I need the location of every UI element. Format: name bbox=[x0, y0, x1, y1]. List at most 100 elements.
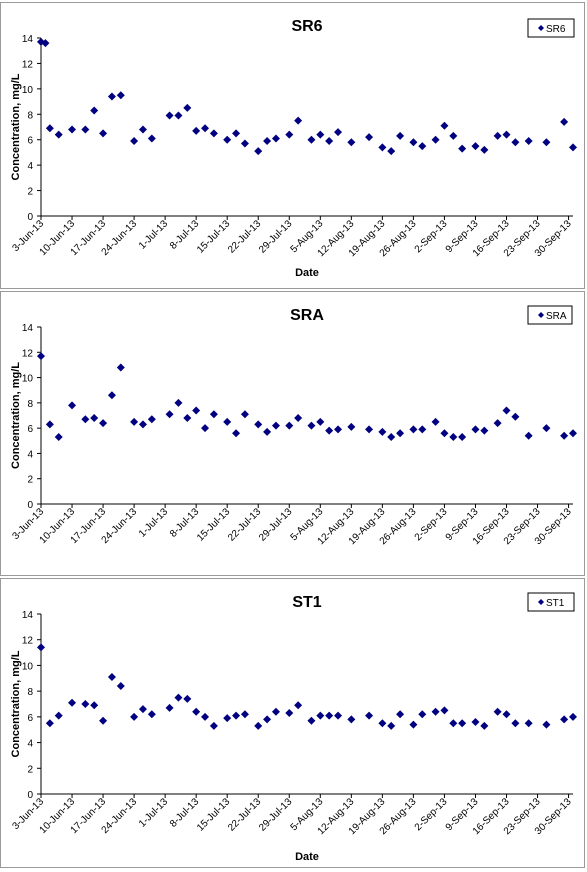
data-point bbox=[240, 710, 249, 719]
data-point bbox=[440, 706, 449, 715]
legend-box bbox=[527, 305, 573, 325]
data-point bbox=[347, 715, 356, 724]
chart-panel-sra: SRA SRA 0 2 4 6 8 10 12 14 3-Jun-13 10-Jun-13 17-Jun… bbox=[0, 291, 585, 576]
data-point bbox=[99, 129, 108, 138]
legend-marker bbox=[538, 599, 544, 605]
data-point bbox=[37, 643, 45, 652]
y-tick-label: 0 bbox=[27, 500, 33, 511]
data-point bbox=[201, 124, 210, 133]
data-point bbox=[116, 682, 125, 690]
data-point bbox=[480, 426, 489, 435]
data-point bbox=[316, 417, 325, 426]
y-tick-label: 6 bbox=[27, 713, 33, 724]
data-point bbox=[68, 401, 77, 410]
data-point bbox=[307, 421, 316, 430]
data-point bbox=[387, 721, 396, 730]
data-point bbox=[263, 715, 272, 724]
data-point bbox=[285, 421, 294, 430]
data-point bbox=[99, 419, 108, 428]
data-point bbox=[165, 703, 174, 712]
data-point bbox=[41, 39, 50, 48]
data-point bbox=[542, 424, 551, 433]
data-point bbox=[192, 707, 201, 716]
chart-title: SR6 bbox=[291, 18, 322, 35]
chart-sr6: SR6 SR6024681012143-Jun-1310-Jun-1317-Jun… bbox=[10, 18, 577, 279]
data-point bbox=[263, 427, 272, 436]
data-point bbox=[511, 412, 520, 421]
y-axis-title: Concentration, mg/L bbox=[10, 73, 22, 180]
y-tick-label: 4 bbox=[27, 161, 33, 172]
data-point bbox=[471, 425, 480, 434]
data-point bbox=[81, 700, 90, 708]
y-tick-label: 0 bbox=[27, 790, 33, 801]
data-point bbox=[471, 718, 480, 726]
data-point bbox=[138, 705, 147, 714]
data-point bbox=[480, 145, 489, 154]
data-point bbox=[418, 425, 427, 434]
data-point bbox=[560, 431, 569, 440]
data-point bbox=[524, 719, 533, 728]
data-point bbox=[107, 92, 116, 101]
x-tick-label: 29-Jul-13 bbox=[257, 796, 295, 834]
x-tick-label: 2-Sep-13 bbox=[413, 506, 450, 543]
data-point bbox=[480, 721, 489, 730]
data-point bbox=[378, 143, 387, 152]
data-point bbox=[524, 431, 533, 440]
data-point bbox=[147, 134, 156, 143]
data-point bbox=[254, 147, 263, 156]
y-tick-label: 10 bbox=[22, 85, 34, 96]
data-point bbox=[54, 432, 63, 441]
data-point bbox=[138, 125, 147, 134]
data-point bbox=[147, 710, 156, 719]
y-tick-label: 4 bbox=[27, 449, 33, 460]
data-point bbox=[209, 129, 218, 138]
data-point bbox=[560, 117, 569, 126]
data-point bbox=[449, 131, 458, 140]
y-axis-title: Concentration, mg/L bbox=[10, 650, 22, 757]
data-point bbox=[334, 128, 343, 137]
legend-box bbox=[527, 18, 575, 38]
y-axis-title: Concentration, mg/L bbox=[10, 362, 22, 469]
chart-panel-sr6: SR6 SR6 0 2 4 6 8 10 12 14 3-Jun-13 10-Jun-13 17-Jun… bbox=[0, 2, 585, 289]
data-point bbox=[183, 694, 192, 703]
y-tick-label: 6 bbox=[27, 136, 33, 147]
data-point bbox=[130, 712, 139, 721]
x-tick-label: 2-Sep-13 bbox=[413, 796, 450, 833]
x-axis-title: Date bbox=[295, 267, 319, 279]
data-point bbox=[232, 711, 241, 720]
data-point bbox=[409, 138, 418, 147]
data-point bbox=[90, 701, 99, 710]
data-point bbox=[165, 410, 174, 419]
data-point bbox=[378, 427, 387, 436]
data-point bbox=[387, 147, 396, 156]
data-point bbox=[378, 719, 387, 728]
y-tick-label: 10 bbox=[22, 374, 34, 385]
legend-marker bbox=[538, 25, 544, 31]
data-point bbox=[254, 721, 263, 730]
data-point bbox=[45, 124, 54, 133]
data-point bbox=[263, 136, 272, 145]
data-point bbox=[418, 142, 427, 151]
data-point bbox=[285, 130, 294, 139]
data-point bbox=[192, 406, 201, 415]
data-point bbox=[502, 406, 511, 415]
chart-title: SRA bbox=[290, 307, 324, 324]
chart-sra: SRA SRA024681012143-Jun-1310-Jun-1317-Jun… bbox=[10, 305, 577, 547]
data-point bbox=[285, 709, 294, 717]
data-point bbox=[68, 698, 77, 707]
data-point bbox=[418, 710, 427, 719]
data-point bbox=[90, 414, 99, 423]
data-point bbox=[116, 363, 125, 372]
x-tick-label: 29-Jul-13 bbox=[257, 506, 295, 544]
data-point bbox=[493, 707, 502, 716]
data-point bbox=[232, 429, 241, 438]
data-point bbox=[201, 424, 210, 433]
data-point bbox=[365, 425, 374, 434]
data-point bbox=[130, 417, 139, 426]
data-point bbox=[254, 420, 263, 429]
data-point bbox=[174, 693, 183, 702]
data-point bbox=[240, 139, 249, 148]
data-point bbox=[201, 712, 210, 721]
data-point bbox=[560, 715, 569, 724]
data-point bbox=[240, 410, 249, 419]
